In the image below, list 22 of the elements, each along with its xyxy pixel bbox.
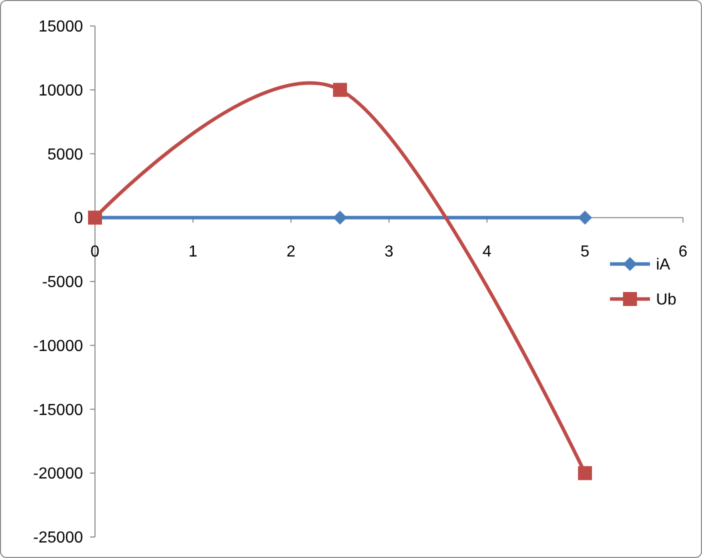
point [333,210,347,225]
y-tick-label: -15000 [33,402,84,419]
y-tick-label: -10000 [33,338,84,355]
point [333,82,347,97]
y-tick-label: 5000 [47,146,84,164]
y-tick-label: -25000 [33,530,84,547]
x-tick-label: 2 [286,244,296,261]
x-tick-label: 3 [384,244,394,261]
y-tick-label: 15000 [38,18,84,36]
x-tick-label: 4 [482,244,492,261]
point [578,466,592,480]
point [578,210,592,225]
y-tick-label: 0 [74,210,84,228]
x-tick-label: 1 [188,244,198,261]
x-tick-label: 5 [580,244,590,261]
x-tick-label: 6 [678,244,688,261]
y-tick-label: -20000 [33,466,84,483]
legend-label: iA [656,256,671,274]
legend-label: Ub [656,292,677,309]
y-tick-label: -5000 [42,274,84,292]
x-tick-label: 0 [90,244,100,261]
y-tick-label: 10000 [38,82,84,100]
